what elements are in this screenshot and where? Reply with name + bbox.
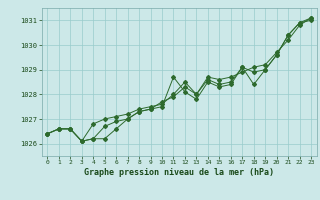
X-axis label: Graphe pression niveau de la mer (hPa): Graphe pression niveau de la mer (hPa) bbox=[84, 168, 274, 177]
